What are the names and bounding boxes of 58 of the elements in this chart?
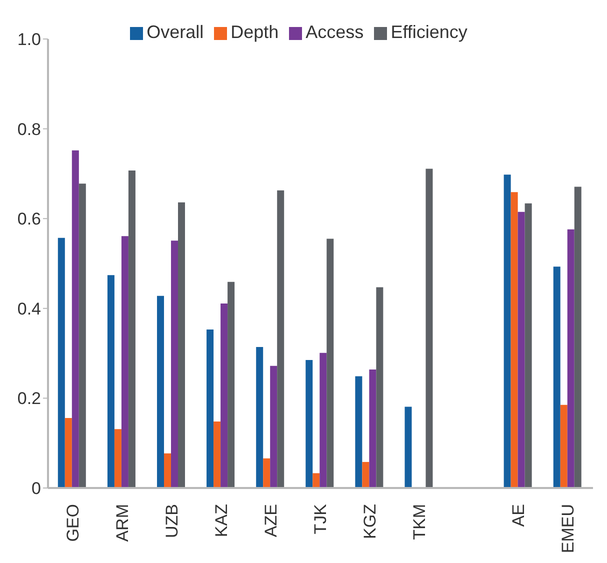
bar <box>114 429 122 488</box>
bar <box>524 203 532 488</box>
bar <box>369 369 376 488</box>
bar <box>510 192 518 488</box>
bar <box>312 473 320 488</box>
x-tick-label: ARM <box>112 504 132 542</box>
bar <box>206 330 214 488</box>
y-tick-label: 0 <box>32 479 41 498</box>
x-tick-label: GEO <box>63 504 82 542</box>
bar <box>107 275 114 488</box>
bar <box>574 186 582 488</box>
bar <box>121 236 128 488</box>
legend-label: Depth <box>230 22 279 42</box>
bar <box>72 150 79 488</box>
bar <box>58 238 65 488</box>
bar <box>157 296 164 488</box>
bar <box>504 174 511 488</box>
y-tick-label: 1.0 <box>17 30 41 50</box>
legend-label: Overall <box>146 22 204 42</box>
bar <box>362 462 370 488</box>
bar <box>306 360 313 488</box>
bar <box>560 404 568 488</box>
bar <box>376 287 384 488</box>
y-tick-label: 0.2 <box>17 389 41 408</box>
bar <box>426 168 433 488</box>
bar <box>320 352 327 488</box>
bar <box>553 266 560 488</box>
bar <box>518 212 525 488</box>
legend-label: Access <box>306 22 364 42</box>
bar <box>128 170 136 488</box>
y-tick-label: 0.4 <box>17 299 41 318</box>
bar <box>263 458 270 488</box>
bar <box>256 347 264 488</box>
bar <box>404 406 412 488</box>
x-tick-label: TKM <box>410 504 430 540</box>
bar <box>355 376 362 488</box>
bar <box>164 453 171 488</box>
y-tick-label: 0.8 <box>17 120 41 139</box>
x-tick-label: TJK <box>311 503 330 534</box>
x-tick-label: EMEU <box>558 504 578 554</box>
x-tick-label: AE <box>509 504 528 527</box>
bar <box>228 282 235 488</box>
x-tick-label: AZE <box>261 504 280 538</box>
bar <box>326 238 334 488</box>
bar <box>270 366 278 488</box>
y-tick-label: 0.6 <box>17 210 41 229</box>
bar <box>277 190 284 488</box>
x-tick-label: KAZ <box>212 504 231 538</box>
bar <box>64 418 72 488</box>
legend-label: Efficiency <box>390 22 468 42</box>
bar <box>567 229 574 488</box>
bar <box>171 240 178 488</box>
bar <box>220 303 228 488</box>
x-tick-label: KGZ <box>360 504 380 539</box>
bar <box>178 202 185 488</box>
bar <box>214 422 221 488</box>
x-tick-label: UZB <box>162 504 182 538</box>
bar <box>78 184 86 488</box>
